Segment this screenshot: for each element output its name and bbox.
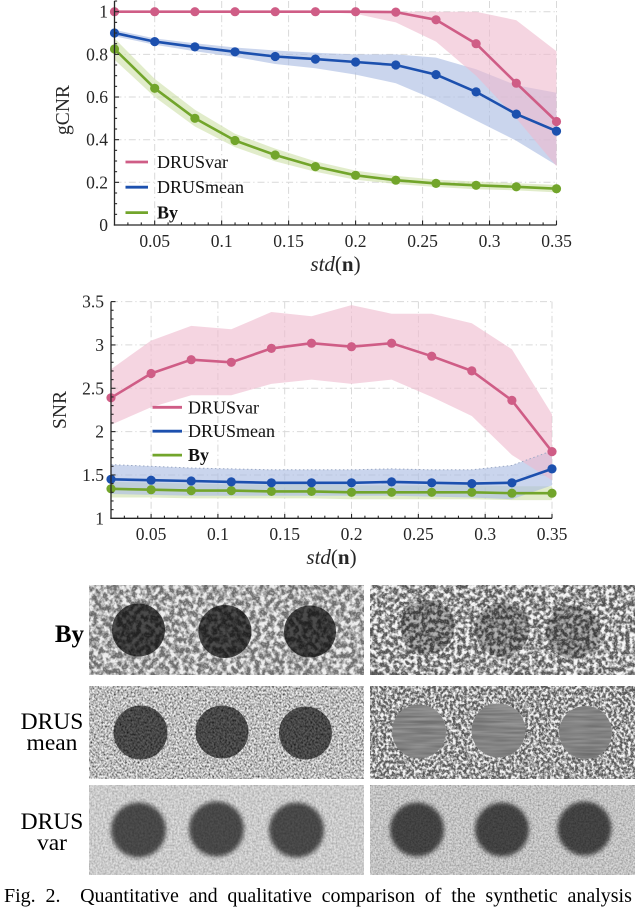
svg-text:DRUSvar: DRUSvar <box>157 152 228 172</box>
svg-text:0.3: 0.3 <box>474 524 496 544</box>
svg-text:By: By <box>157 203 178 223</box>
svg-text:0.3: 0.3 <box>479 231 501 251</box>
svg-text:std(n): std(n) <box>310 252 360 276</box>
svg-text:0.25: 0.25 <box>407 231 438 251</box>
svg-text:DRUSvar: DRUSvar <box>188 397 259 417</box>
svg-text:0.1: 0.1 <box>211 231 233 251</box>
svg-text:0.35: 0.35 <box>541 231 572 251</box>
svg-text:gCNR: gCNR <box>53 85 74 135</box>
svg-text:DRUSmean: DRUSmean <box>188 421 275 441</box>
svg-text:0.2: 0.2 <box>345 231 367 251</box>
svg-text:1: 1 <box>99 2 108 22</box>
svg-text:std(n): std(n) <box>306 545 356 569</box>
svg-text:3: 3 <box>95 335 104 355</box>
svg-text:0: 0 <box>99 215 108 235</box>
svg-text:0.35: 0.35 <box>537 524 568 544</box>
svg-text:0.4: 0.4 <box>86 130 108 150</box>
svg-text:0.15: 0.15 <box>273 231 304 251</box>
svg-text:0.05: 0.05 <box>136 524 167 544</box>
svg-text:0.2: 0.2 <box>341 524 363 544</box>
svg-text:0.05: 0.05 <box>139 231 170 251</box>
svg-text:DRUSmean: DRUSmean <box>157 177 244 197</box>
svg-text:0.6: 0.6 <box>86 87 108 107</box>
svg-text:0.8: 0.8 <box>86 44 108 64</box>
svg-text:0.2: 0.2 <box>86 172 108 192</box>
svg-text:SNR: SNR <box>50 391 71 429</box>
svg-text:2.5: 2.5 <box>82 378 104 398</box>
svg-text:0.15: 0.15 <box>269 524 300 544</box>
svg-text:0.25: 0.25 <box>403 524 434 544</box>
svg-text:2: 2 <box>95 422 104 442</box>
svg-text:0.1: 0.1 <box>207 524 229 544</box>
svg-text:By: By <box>188 445 209 465</box>
svg-text:1: 1 <box>95 508 104 528</box>
svg-text:1.5: 1.5 <box>82 465 104 485</box>
svg-text:3.5: 3.5 <box>82 292 104 312</box>
